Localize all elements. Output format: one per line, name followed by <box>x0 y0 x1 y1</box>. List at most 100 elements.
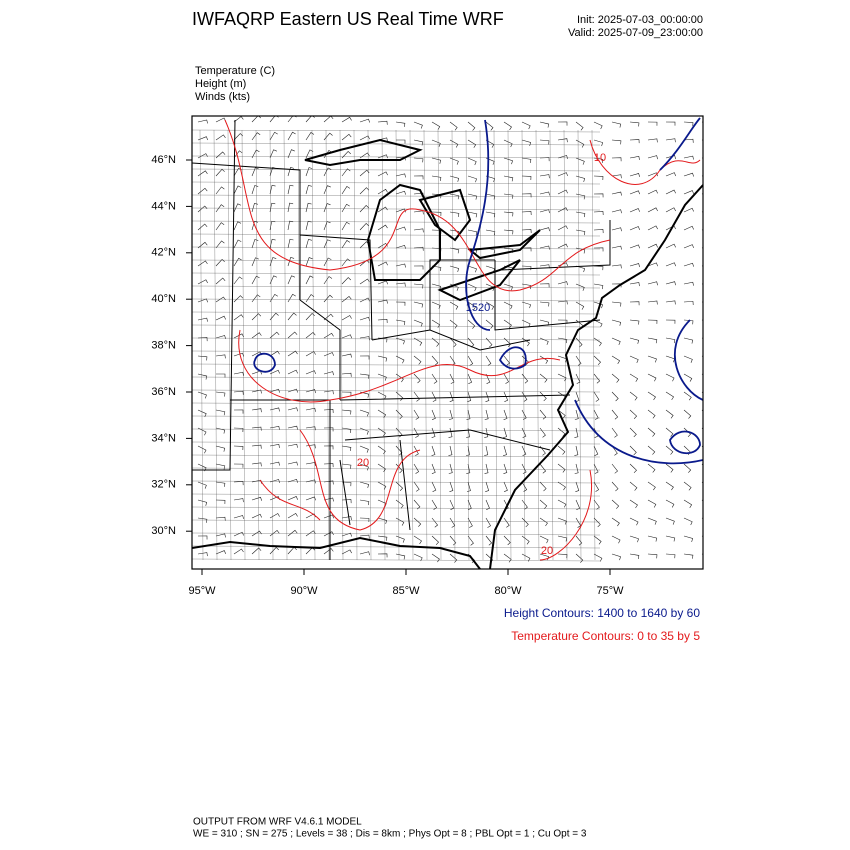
wind-barb <box>539 409 547 420</box>
wind-barb <box>395 282 406 287</box>
wind-barb <box>467 535 474 546</box>
wind-barb <box>197 409 207 418</box>
wind-barb <box>287 496 298 501</box>
wind-barb <box>611 463 618 474</box>
wind-barb <box>413 246 424 251</box>
wind-barb <box>197 298 208 303</box>
wind-barb <box>287 257 295 267</box>
wind-barb <box>341 372 352 377</box>
wind-barb <box>359 169 370 177</box>
wind-barb <box>287 350 298 357</box>
wind-barb <box>215 354 226 359</box>
wind-barb <box>521 247 532 252</box>
wind-barb <box>593 265 604 271</box>
wind-barb <box>413 228 424 233</box>
wind-barb <box>413 139 424 146</box>
wind-barb <box>341 277 352 285</box>
lat-label: 36°N <box>151 386 176 398</box>
wind-barb <box>251 513 262 519</box>
wind-barb <box>215 134 226 141</box>
wind-barb <box>521 391 528 402</box>
wind-barb <box>574 463 579 474</box>
wind-barb <box>233 531 244 537</box>
wind-barb <box>197 241 208 249</box>
field-label: Winds (kts) <box>195 91 250 103</box>
wind-barb <box>629 139 640 144</box>
wind-barb <box>629 319 640 325</box>
wind-barb <box>233 314 244 321</box>
wind-barb <box>665 373 675 382</box>
wind-barb <box>466 463 471 474</box>
wind-barb <box>611 191 622 196</box>
wind-barb <box>575 121 584 131</box>
wind-barb <box>395 445 403 456</box>
wind-barb <box>557 172 568 177</box>
wind-barb <box>484 409 489 420</box>
wind-barb <box>269 407 280 412</box>
wind-barb <box>557 535 568 542</box>
temperature-contour <box>224 119 701 561</box>
wind-barb <box>359 534 370 539</box>
wind-barb <box>251 202 259 213</box>
lat-label: 38°N <box>151 340 176 352</box>
wind-barb <box>215 499 226 504</box>
contour-labels: 10 20 20 1520 <box>357 152 606 557</box>
wind-barb <box>485 337 493 348</box>
field-label: Temperature (C) <box>195 65 275 77</box>
wind-barb <box>593 445 599 456</box>
wind-barb <box>197 317 208 322</box>
wind-barb <box>521 337 530 347</box>
wind-barb <box>395 226 406 231</box>
wind-barb <box>574 409 579 420</box>
wind-barb <box>287 184 294 195</box>
wind-barb <box>395 121 406 127</box>
wind-barb <box>233 445 244 451</box>
wind-barb <box>665 409 674 419</box>
wind-barb <box>647 445 656 455</box>
wind-barb <box>485 211 496 218</box>
wind-barb <box>305 257 313 267</box>
wind-barb <box>305 275 314 285</box>
lat-label: 32°N <box>151 479 176 491</box>
wind-barb <box>467 211 478 218</box>
wind-barb <box>665 207 676 213</box>
wind-barb <box>197 427 207 436</box>
wind-barb <box>269 312 279 321</box>
wind-barb <box>467 175 477 183</box>
wind-barb <box>323 409 334 413</box>
wind-barb <box>395 535 405 543</box>
wind-barb <box>539 227 550 232</box>
wind-barb <box>449 265 460 272</box>
wind-barb <box>611 409 619 420</box>
wind-barb <box>215 427 226 434</box>
wind-barb <box>521 319 531 328</box>
wind-barb <box>593 337 602 347</box>
wind-barb <box>647 463 656 473</box>
wind-barb <box>503 193 514 199</box>
wind-barb <box>269 149 277 159</box>
wind-barb <box>323 352 334 357</box>
wind-barb <box>413 157 424 163</box>
wind-barb <box>377 261 388 267</box>
wind-barb <box>629 445 637 456</box>
wind-barb <box>557 337 568 344</box>
wind-barb <box>305 220 312 231</box>
wind-barb <box>467 121 476 131</box>
wind-barb <box>323 445 334 450</box>
wind-barb <box>683 553 694 559</box>
wind-barb <box>557 373 567 382</box>
wind-barb <box>593 319 603 328</box>
wind-barb <box>629 173 640 177</box>
wind-barb <box>629 535 639 543</box>
wind-barb <box>431 391 437 402</box>
wind-barb <box>305 407 316 412</box>
wind-barb <box>503 301 513 310</box>
wind-barb <box>431 427 436 438</box>
wind-barb <box>467 355 474 366</box>
wind-barb <box>647 319 658 324</box>
wind-barb <box>665 445 674 455</box>
wind-barb <box>557 517 567 525</box>
wind-barb <box>395 553 406 560</box>
wind-barb <box>341 150 351 159</box>
wind-barb <box>341 315 352 321</box>
